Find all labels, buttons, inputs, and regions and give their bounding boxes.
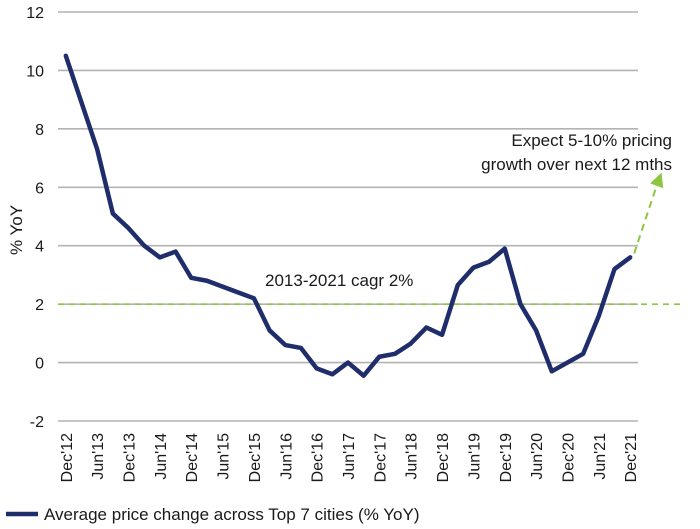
x-tick-label: Jun'19 bbox=[466, 433, 483, 480]
x-tick-label: Jun'21 bbox=[592, 433, 609, 480]
x-tick-label: Dec'17 bbox=[372, 433, 389, 482]
reference-line-label: 2013-2021 cagr 2% bbox=[265, 271, 413, 290]
x-tick-label: Dec'19 bbox=[498, 433, 515, 482]
x-tick-label: Dec'12 bbox=[59, 433, 76, 482]
projection-arrowhead bbox=[650, 172, 664, 189]
x-tick-label: Dec'13 bbox=[122, 433, 139, 482]
grid-lines bbox=[58, 11, 638, 422]
x-tick-label: Dec'21 bbox=[623, 433, 640, 482]
x-tick-label: Jun'15 bbox=[216, 433, 233, 480]
x-tick-label: Jun'16 bbox=[278, 433, 295, 480]
x-tick-label: Jun'14 bbox=[153, 433, 170, 480]
y-tick-label: 10 bbox=[26, 63, 44, 80]
y-tick-label: 8 bbox=[35, 122, 44, 139]
x-tick-label: Dec'18 bbox=[435, 433, 452, 482]
series-line bbox=[63, 53, 633, 378]
x-axis-ticks: Dec'12 Jun'13 Dec'13 Jun'14 Dec'14 Jun'15 Dec'… bbox=[59, 433, 640, 482]
y-tick-label: 0 bbox=[35, 356, 44, 373]
y-tick-label: -2 bbox=[30, 414, 44, 431]
y-tick-label: 4 bbox=[35, 239, 44, 256]
projection-arrow-line bbox=[633, 185, 658, 254]
legend-label: Average price change across Top 7 cities… bbox=[44, 505, 419, 524]
x-tick-label: Dec'16 bbox=[310, 433, 327, 482]
annotation-line-2: growth over next 12 mths bbox=[481, 155, 672, 174]
x-tick-label: Dec'20 bbox=[560, 433, 577, 482]
y-tick-label: 6 bbox=[35, 180, 44, 197]
x-tick-label: Dec'15 bbox=[247, 433, 264, 482]
y-tick-label: 2 bbox=[35, 297, 44, 314]
x-tick-label: Jun'20 bbox=[529, 433, 546, 480]
x-tick-label: Jun'13 bbox=[90, 433, 107, 480]
annotation-line-1: Expect 5-10% pricing bbox=[511, 131, 672, 150]
y-axis-ticks: -2 0 2 4 6 8 10 12 bbox=[26, 5, 44, 431]
y-axis-label: % YoY bbox=[7, 205, 26, 255]
x-tick-label: Jun'18 bbox=[404, 433, 421, 480]
x-tick-label: Jun'17 bbox=[341, 433, 358, 480]
x-tick-label: Dec'14 bbox=[184, 433, 201, 482]
y-tick-label: 12 bbox=[26, 5, 44, 22]
